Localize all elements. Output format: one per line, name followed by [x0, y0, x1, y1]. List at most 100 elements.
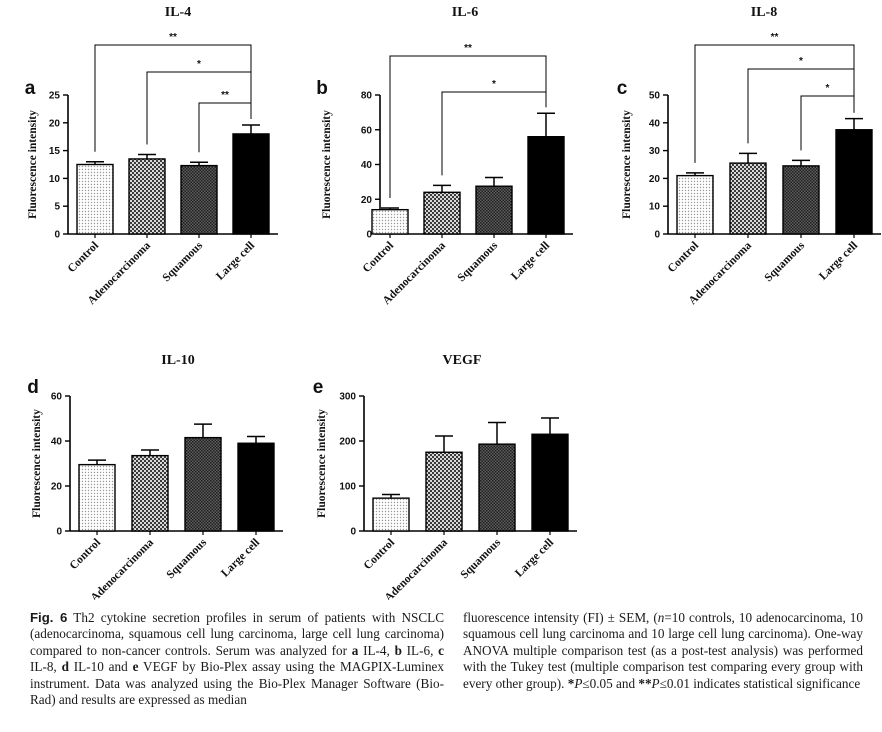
caption-right-run-4: P: [574, 675, 583, 691]
chart-area: IL-4 a Fluorescence intensity 0 5 10 15 20 25 Con…: [25, 5, 881, 604]
bar-adenocarcinoma: [425, 451, 463, 532]
significance-bracket: [389, 55, 547, 198]
chart-title: IL-10: [161, 353, 194, 368]
bar-large-cell: [232, 133, 270, 235]
caption-left-run-2: IL-4,: [358, 642, 395, 658]
y-axis-label: Fluorescence intensity: [27, 110, 39, 219]
caption-right-run-6: **: [638, 675, 652, 691]
bar-control: [76, 163, 114, 235]
x-tick-label: Large cell: [509, 240, 552, 283]
panel-letter: d: [27, 377, 39, 398]
panel-letter: e: [313, 377, 324, 398]
caption-right-run-2: =10 controls, 10 adenocarcinoma, 10 squa…: [463, 610, 863, 691]
chart-title: IL-6: [452, 5, 478, 20]
bar-control: [676, 174, 714, 235]
panel-e: VEGF e Fluorescence intensity 0 100 200 300 Con…: [313, 353, 577, 604]
significance-bracket: [694, 44, 855, 163]
y-tick-label: 20: [361, 195, 373, 206]
significance-label: *: [197, 59, 201, 70]
bar-large-cell: [531, 433, 569, 532]
caption-right-run-1: n: [657, 610, 665, 625]
caption-left-run-7: d: [61, 659, 69, 675]
y-tick-label: 0: [654, 230, 660, 241]
caption-left-run-5: c: [438, 642, 445, 658]
x-tick-label: Squamous: [455, 239, 500, 284]
caption-right-run-3: *: [567, 675, 575, 691]
significance-bracket: [146, 71, 252, 145]
caption-left-body: Th2 cytokine secretion profiles in serum…: [30, 610, 444, 707]
y-axis-label: Fluorescence intensity: [31, 409, 43, 518]
bar-control: [371, 208, 409, 235]
y-tick-label: 200: [339, 437, 356, 448]
significance-label: *: [826, 83, 830, 94]
caption-right-run-7: P: [651, 675, 660, 691]
bar-large-cell: [527, 135, 565, 235]
panel-b: IL-6 b Fluorescence intensity 0 20 40 60 80 Cont…: [316, 5, 573, 307]
caption-right-run-5: ≤0.05 and: [582, 675, 639, 691]
y-tick-label: 60: [51, 392, 63, 403]
caption-left: Fig. 6 Th2 cytokine secretion profiles i…: [30, 610, 444, 708]
y-tick-label: 15: [49, 146, 61, 157]
x-tick-label: Control: [66, 240, 101, 275]
x-tick-label: Large cell: [817, 240, 860, 283]
y-tick-label: 20: [49, 118, 61, 129]
panel-letter: a: [25, 78, 36, 99]
x-tick-label: Control: [361, 240, 396, 275]
y-tick-label: 100: [339, 482, 356, 493]
x-tick-label: Control: [68, 537, 103, 572]
y-tick-label: 50: [649, 91, 661, 102]
caption-fig-label: Fig. 6: [30, 610, 68, 625]
panel-a: IL-4 a Fluorescence intensity 0 5 10 15 20 25 Con…: [25, 5, 278, 307]
significance-label: **: [771, 32, 779, 43]
significance-label: *: [492, 79, 496, 90]
y-tick-label: 10: [49, 174, 61, 185]
x-tick-label: Squamous: [164, 536, 209, 581]
caption-right-run-8: ≤0.01 indicates statistical significance: [659, 675, 861, 691]
significance-bracket: [747, 68, 855, 144]
y-tick-label: 0: [350, 527, 356, 538]
y-tick-label: 25: [49, 91, 61, 102]
bar-control: [372, 497, 410, 532]
y-tick-label: 60: [361, 125, 373, 136]
bar-squamous: [782, 165, 820, 235]
bar-squamous: [180, 164, 218, 235]
panel-letter: b: [316, 78, 328, 99]
panel-letter: c: [617, 78, 628, 99]
x-tick-label: Control: [362, 537, 397, 572]
x-tick-label: Control: [666, 240, 701, 275]
bar-squamous: [478, 443, 516, 532]
chart-title: VEGF: [443, 353, 482, 368]
y-axis-label: Fluorescence intensity: [316, 409, 328, 518]
caption-left-run-8: IL-10 and: [68, 659, 133, 675]
x-tick-label: Large cell: [219, 537, 262, 580]
caption-left-run-4: IL-6,: [401, 642, 439, 658]
x-tick-label: Squamous: [762, 239, 807, 284]
significance-label: **: [169, 32, 177, 43]
x-tick-label: Squamous: [160, 239, 205, 284]
y-tick-label: 30: [649, 146, 661, 157]
bar-adenocarcinoma: [423, 191, 461, 235]
bar-large-cell: [237, 442, 275, 532]
x-tick-label: Large cell: [214, 240, 257, 283]
bar-adenocarcinoma: [131, 454, 169, 532]
y-tick-label: 0: [56, 527, 62, 538]
y-tick-label: 20: [51, 482, 63, 493]
caption-right-run-0: fluorescence intensity (FI) ± SEM, (: [463, 610, 658, 625]
panel-d: IL-10 d Fluorescence intensity 0 20 40 60 Contr…: [27, 353, 283, 604]
chart-title: IL-4: [165, 5, 191, 20]
chart-title: IL-8: [751, 5, 777, 20]
bar-large-cell: [835, 129, 873, 235]
significance-label: *: [799, 56, 803, 67]
caption-left-run-0: Th2 cytokine secretion profiles in serum…: [30, 610, 444, 658]
y-tick-label: 40: [51, 437, 63, 448]
y-tick-label: 40: [649, 118, 661, 129]
y-tick-label: 10: [649, 202, 661, 213]
significance-bracket: [441, 91, 547, 176]
y-axis-label: Fluorescence intensity: [321, 110, 333, 219]
significance-bracket: [198, 102, 252, 153]
significance-label: **: [464, 43, 472, 54]
caption-left-run-9: e: [132, 659, 139, 675]
bar-control: [78, 463, 116, 532]
panel-c: IL-8 c Fluorescence intensity 0 10 20 30 40 50 Co…: [617, 5, 881, 307]
